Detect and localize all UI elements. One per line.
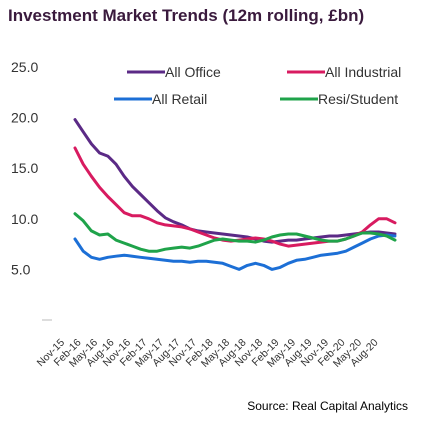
y-tick-label: 25.0	[11, 59, 38, 75]
y-tick-label: 10.0	[11, 211, 38, 227]
legend-item: All Retail	[114, 91, 207, 107]
series-lines	[73, 118, 397, 271]
source-note: Source: Real Capital Analytics	[247, 399, 408, 413]
y-tick-label: 15.0	[11, 160, 38, 176]
x-axis: Nov-15Feb-16May-16Aug-16Nov-16Feb-17May-…	[35, 337, 381, 370]
chart-title: Investment Market Trends (12m rolling, £…	[8, 6, 365, 25]
legend-item: All Industrial	[287, 64, 401, 80]
legend-label: All Retail	[152, 91, 207, 107]
series-line-all-industrial	[73, 146, 397, 248]
series-line-resi-student	[73, 212, 397, 253]
y-axis: 25.0 20.0 15.0 10.0 5.0	[11, 59, 52, 321]
legend: All Office All Industrial All Retail Resi/S…	[114, 64, 401, 107]
legend-label: All Office	[165, 64, 221, 80]
legend-label: Resi/Student	[318, 91, 398, 107]
legend-label: All Industrial	[325, 64, 401, 80]
y-tick-label: 5.0	[11, 261, 31, 277]
series-line-all-office	[73, 118, 397, 244]
series-line-all-retail	[73, 233, 397, 271]
legend-item: All Office	[127, 64, 221, 80]
y-tick-label: 20.0	[11, 110, 38, 126]
legend-item: Resi/Student	[280, 91, 398, 107]
